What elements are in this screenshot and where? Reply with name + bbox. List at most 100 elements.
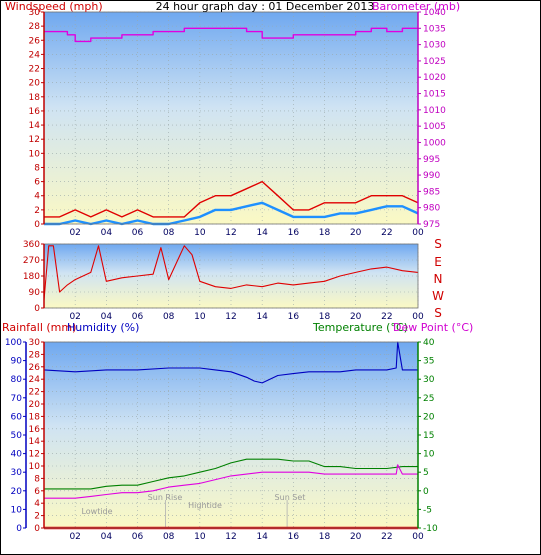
x-tick-label: 14 [256,312,268,322]
annotation-lowtide: Lowtide [81,507,112,516]
rainfall-tick-label: 0 [34,524,40,534]
direction-label-w: W [432,289,444,303]
barometer-tick-label: 1005 [423,122,446,132]
x-tick-label: 18 [319,312,331,322]
temperature-tick-label: 10 [423,450,435,460]
wind-direction-line [43,245,419,301]
x-tick-label: 20 [350,312,362,322]
humidity-tick-label: 90 [11,357,23,367]
barometer-tick-label: 1000 [423,138,446,148]
direction-tick-label: 90 [29,288,41,298]
direction-tick-label: 0 [34,304,40,314]
x-tick-label: 18 [319,228,331,238]
annotation-hightide: Hightide [188,501,222,510]
direction-tick-label: 360 [23,240,40,250]
rainfall-tick-label: 14 [29,437,41,447]
x-tick-label: 02 [69,312,80,322]
direction-tick-label: 180 [23,272,40,282]
windspeed-tick-label: 8 [34,163,40,173]
x-tick-label: 12 [225,312,236,322]
barometer-tick-label: 1020 [423,73,446,83]
temperature-tick-label: 0 [423,487,429,497]
barometer-tick-label: 975 [423,220,440,230]
windspeed-tick-label: 18 [29,93,41,103]
windspeed-tick-label: 2 [34,206,40,216]
barometer-tick-label: 1030 [423,41,446,51]
barometer-tick-label: 1035 [423,24,446,34]
annotation-sun-rise: Sun Rise [148,493,183,502]
x-tick-label: 02 [69,532,80,542]
wind-average-line [44,201,419,226]
x-tick-label: 00 [412,532,424,542]
rainfall-axis-label: Rainfall (mm) [2,321,76,334]
x-tick-label: 14 [256,228,268,238]
direction-tick-label: 270 [23,256,40,266]
windspeed-tick-label: 30 [29,8,41,18]
x-tick-label: 08 [163,532,175,542]
rainfall-tick-label: 30 [29,338,41,348]
temperature-tick-label: -5 [423,505,432,515]
x-tick-label: 06 [132,228,144,238]
rainfall-tick-label: 26 [29,363,41,373]
x-tick-label: 20 [350,228,362,238]
temperature-axis-label: Temperature (°C) [312,321,408,334]
x-tick-label: 12 [225,228,236,238]
windspeed-tick-label: 24 [29,50,41,60]
x-tick-label: 22 [381,312,392,322]
barometer-tick-label: 1010 [423,106,446,116]
x-tick-label: 10 [194,228,206,238]
barometer-tick-label: 995 [423,155,440,165]
temperature-tick-label: 20 [423,412,435,422]
rainfall-tick-label: 20 [29,400,41,410]
windspeed-tick-label: 20 [29,79,41,89]
barometer-tick-label: 990 [423,171,440,181]
x-tick-label: 10 [194,532,206,542]
temperature-tick-label: 25 [423,394,434,404]
rainfall-tick-label: 10 [29,462,41,472]
dewpoint-axis-label: Dew Point (°C) [393,321,473,334]
x-tick-label: 22 [381,228,392,238]
x-tick-label: 16 [288,532,300,542]
barometer-line [44,27,418,43]
barometer-tick-label: 1025 [423,57,446,67]
rainfall-tick-label: 18 [29,412,41,422]
humidity-tick-label: 40 [11,450,23,460]
x-tick-label: 08 [163,228,175,238]
humidity-tick-label: 80 [11,375,23,385]
x-tick-label: 22 [381,532,392,542]
windspeed-tick-label: 10 [29,149,41,159]
direction-label-e: E [434,255,442,269]
rainfall-tick-label: 8 [34,474,40,484]
barometer-tick-label: 1015 [423,90,446,100]
humidity-tick-label: 100 [5,338,22,348]
humidity-tick-label: 30 [11,468,23,478]
barometer-tick-label: 980 [423,204,440,214]
temperature-line [44,458,418,490]
x-tick-label: 06 [132,312,144,322]
windspeed-tick-label: 16 [29,107,41,117]
direction-label-n: N [434,272,443,286]
temperature-tick-label: 15 [423,431,434,441]
humidity-tick-label: 50 [11,431,23,441]
direction-label-s-bottom: S [434,306,442,320]
rainfall-tick-label: 12 [29,450,40,460]
x-tick-label: 10 [194,312,206,322]
x-tick-label: 06 [132,532,144,542]
direction-label-s-top: S [434,237,442,251]
humidity-tick-label: 20 [11,487,23,497]
x-tick-label: 12 [225,532,236,542]
x-tick-label: 02 [69,228,80,238]
x-tick-label: 14 [256,532,268,542]
x-tick-label: 04 [101,312,113,322]
x-tick-label: 20 [350,532,362,542]
temperature-tick-label: 30 [423,375,435,385]
humidity-tick-label: 60 [11,412,23,422]
wind-axis-label: Windspeed (mph) [5,0,103,13]
chart-title: 24 hour graph day : 01 December 2013 [156,0,375,13]
humidity-tick-label: 70 [11,394,23,404]
x-tick-label: 18 [319,532,331,542]
x-tick-label: 08 [163,312,175,322]
barometer-tick-label: 1040 [423,8,446,18]
